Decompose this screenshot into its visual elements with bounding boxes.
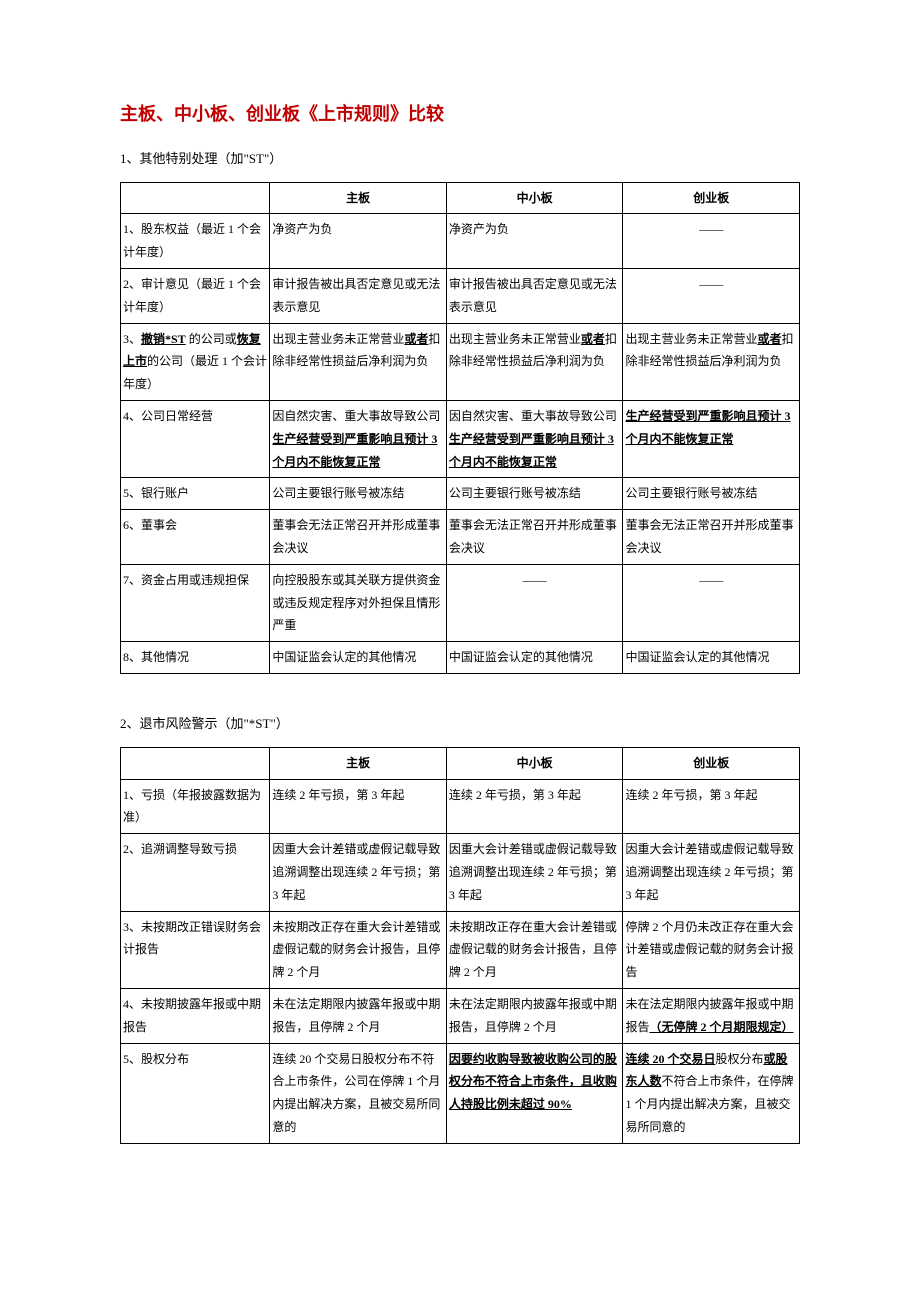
cell: 出现主营业务未正常营业或者扣除非经常性损益后净利润为负 bbox=[623, 323, 800, 400]
table-row: 2、审计意见（最近 1 个会计年度） 审计报告被出具否定意见或无法表示意见 审计… bbox=[121, 268, 800, 323]
row-label: 1、亏损（年报披露数据为准） bbox=[121, 779, 270, 834]
cell: 因自然灾害、重大事故导致公司生产经营受到严重影响且预计 3 个月内不能恢复正常 bbox=[270, 400, 447, 477]
table-row: 3、未按期改正错误财务会计报告 未按期改正存在重大会计差错或虚假记载的财务会计报… bbox=[121, 911, 800, 988]
cell: 公司主要银行账号被冻结 bbox=[446, 478, 623, 510]
row-label: 2、审计意见（最近 1 个会计年度） bbox=[121, 268, 270, 323]
row-label: 7、资金占用或违规担保 bbox=[121, 564, 270, 641]
cell: 审计报告被出具否定意见或无法表示意见 bbox=[446, 268, 623, 323]
cell: 未在法定期限内披露年报或中期报告，且停牌 2 个月 bbox=[446, 988, 623, 1043]
cell: 未在法定期限内披露年报或中期报告，且停牌 2 个月 bbox=[270, 988, 447, 1043]
cell: 向控股股东或其关联方提供资金或违反规定程序对外担保且情形严重 bbox=[270, 564, 447, 641]
cell: 未按期改正存在重大会计差错或虚假记载的财务会计报告，且停牌 2 个月 bbox=[270, 911, 447, 988]
cell: 审计报告被出具否定意见或无法表示意见 bbox=[270, 268, 447, 323]
row-label: 8、其他情况 bbox=[121, 642, 270, 674]
cell: 出现主营业务未正常营业或者扣除非经常性损益后净利润为负 bbox=[446, 323, 623, 400]
cell: 中国证监会认定的其他情况 bbox=[446, 642, 623, 674]
table-header-row: 主板 中小板 创业板 bbox=[121, 182, 800, 214]
row-label: 6、董事会 bbox=[121, 510, 270, 565]
cell: 连续 2 年亏损，第 3 年起 bbox=[623, 779, 800, 834]
cell: 连续 20 个交易日股权分布不符合上市条件，公司在停牌 1 个月内提出解决方案，… bbox=[270, 1043, 447, 1143]
cell: 出现主营业务未正常营业或者扣除非经常性损益后净利润为负 bbox=[270, 323, 447, 400]
col-header-sme: 中小板 bbox=[446, 747, 623, 779]
table-star-st: 主板 中小板 创业板 1、亏损（年报披露数据为准） 连续 2 年亏损，第 3 年… bbox=[120, 747, 800, 1144]
page-title: 主板、中小板、创业板《上市规则》比较 bbox=[120, 100, 800, 129]
table-st: 主板 中小板 创业板 1、股东权益（最近 1 个会计年度） 净资产为负 净资产为… bbox=[120, 182, 800, 674]
section1-heading: 1、其他特别处理（加"ST"） bbox=[120, 149, 800, 170]
col-header-gem: 创业板 bbox=[623, 182, 800, 214]
cell: 连续 20 个交易日股权分布或股东人数不符合上市条件，在停牌 1 个月内提出解决… bbox=[623, 1043, 800, 1143]
table-row: 5、股权分布 连续 20 个交易日股权分布不符合上市条件，公司在停牌 1 个月内… bbox=[121, 1043, 800, 1143]
cell: 董事会无法正常召开并形成董事会决议 bbox=[446, 510, 623, 565]
row-label: 4、未按期披露年报或中期报告 bbox=[121, 988, 270, 1043]
table-header-row: 主板 中小板 创业板 bbox=[121, 747, 800, 779]
cell: 生产经营受到严重影响且预计 3 个月内不能恢复正常 bbox=[623, 400, 800, 477]
row-label: 3、撤销*ST 的公司或恢复上市的公司（最近 1 个会计年度） bbox=[121, 323, 270, 400]
cell: 因重大会计差错或虚假记载导致追溯调整出现连续 2 年亏损；第 3 年起 bbox=[623, 834, 800, 911]
section2-heading: 2、退市风险警示（加"*ST"） bbox=[120, 714, 800, 735]
cell: 净资产为负 bbox=[446, 214, 623, 269]
table-row: 6、董事会 董事会无法正常召开并形成董事会决议 董事会无法正常召开并形成董事会决… bbox=[121, 510, 800, 565]
cell: 董事会无法正常召开并形成董事会决议 bbox=[623, 510, 800, 565]
table-row: 7、资金占用或违规担保 向控股股东或其关联方提供资金或违反规定程序对外担保且情形… bbox=[121, 564, 800, 641]
col-header-sme: 中小板 bbox=[446, 182, 623, 214]
cell: 因自然灾害、重大事故导致公司生产经营受到严重影响且预计 3 个月内不能恢复正常 bbox=[446, 400, 623, 477]
table-row: 1、亏损（年报披露数据为准） 连续 2 年亏损，第 3 年起 连续 2 年亏损，… bbox=[121, 779, 800, 834]
cell: —— bbox=[623, 564, 800, 641]
cell: 因要约收购导致被收购公司的股权分布不符合上市条件，且收购人持股比例未超过 90% bbox=[446, 1043, 623, 1143]
cell: 停牌 2 个月仍未改正存在重大会计差错或虚假记载的财务会计报告 bbox=[623, 911, 800, 988]
cell: 连续 2 年亏损，第 3 年起 bbox=[446, 779, 623, 834]
cell: 因重大会计差错或虚假记载导致追溯调整出现连续 2 年亏损；第 3 年起 bbox=[446, 834, 623, 911]
col-header-main: 主板 bbox=[270, 182, 447, 214]
table-row: 2、追溯调整导致亏损 因重大会计差错或虚假记载导致追溯调整出现连续 2 年亏损；… bbox=[121, 834, 800, 911]
row-label: 1、股东权益（最近 1 个会计年度） bbox=[121, 214, 270, 269]
cell: —— bbox=[623, 268, 800, 323]
cell: 公司主要银行账号被冻结 bbox=[623, 478, 800, 510]
cell: —— bbox=[623, 214, 800, 269]
cell: 未在法定期限内披露年报或中期报告（无停牌 2 个月期限规定） bbox=[623, 988, 800, 1043]
cell: 因重大会计差错或虚假记载导致追溯调整出现连续 2 年亏损；第 3 年起 bbox=[270, 834, 447, 911]
row-label: 5、银行账户 bbox=[121, 478, 270, 510]
cell: 中国证监会认定的其他情况 bbox=[623, 642, 800, 674]
col-header-blank bbox=[121, 182, 270, 214]
table-row: 8、其他情况 中国证监会认定的其他情况 中国证监会认定的其他情况 中国证监会认定… bbox=[121, 642, 800, 674]
col-header-gem: 创业板 bbox=[623, 747, 800, 779]
row-label: 4、公司日常经营 bbox=[121, 400, 270, 477]
cell: 公司主要银行账号被冻结 bbox=[270, 478, 447, 510]
row-label: 5、股权分布 bbox=[121, 1043, 270, 1143]
table-row: 4、未按期披露年报或中期报告 未在法定期限内披露年报或中期报告，且停牌 2 个月… bbox=[121, 988, 800, 1043]
row-label: 2、追溯调整导致亏损 bbox=[121, 834, 270, 911]
cell: 净资产为负 bbox=[270, 214, 447, 269]
table-row: 3、撤销*ST 的公司或恢复上市的公司（最近 1 个会计年度） 出现主营业务未正… bbox=[121, 323, 800, 400]
col-header-blank bbox=[121, 747, 270, 779]
cell: 中国证监会认定的其他情况 bbox=[270, 642, 447, 674]
table-row: 5、银行账户 公司主要银行账号被冻结 公司主要银行账号被冻结 公司主要银行账号被… bbox=[121, 478, 800, 510]
table-row: 4、公司日常经营 因自然灾害、重大事故导致公司生产经营受到严重影响且预计 3 个… bbox=[121, 400, 800, 477]
col-header-main: 主板 bbox=[270, 747, 447, 779]
cell: 连续 2 年亏损，第 3 年起 bbox=[270, 779, 447, 834]
row-label: 3、未按期改正错误财务会计报告 bbox=[121, 911, 270, 988]
cell: 未按期改正存在重大会计差错或虚假记载的财务会计报告，且停牌 2 个月 bbox=[446, 911, 623, 988]
cell: —— bbox=[446, 564, 623, 641]
cell: 董事会无法正常召开并形成董事会决议 bbox=[270, 510, 447, 565]
table-row: 1、股东权益（最近 1 个会计年度） 净资产为负 净资产为负 —— bbox=[121, 214, 800, 269]
